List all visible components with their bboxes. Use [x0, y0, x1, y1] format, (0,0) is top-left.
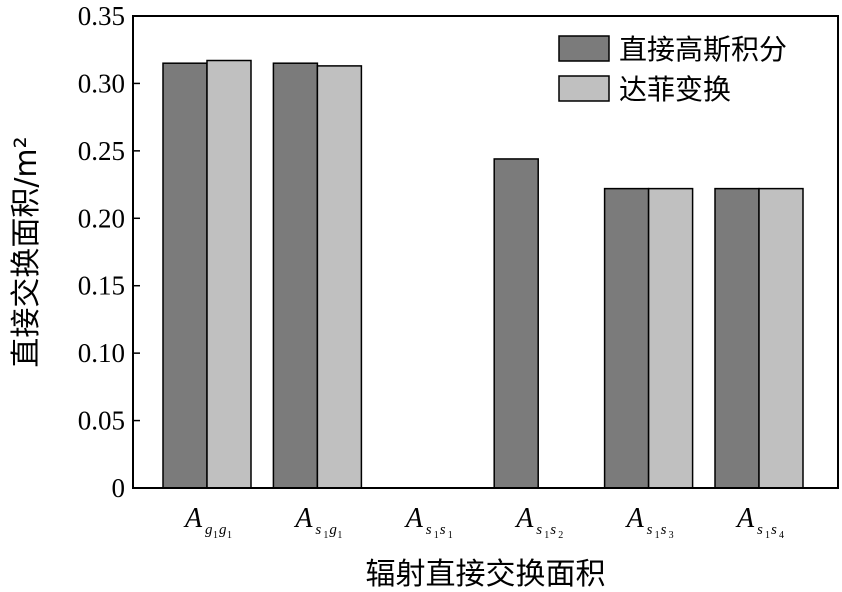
x-axis-title: 辐射直接交换面积: [366, 557, 606, 592]
y-tick-label: 0.20: [78, 203, 125, 233]
y-tick-label: 0.15: [78, 271, 125, 301]
bar-duffy-5: [647, 187, 694, 489]
bar-gauss-1: [162, 62, 208, 489]
y-axis-title: 直接交换面积/m²: [9, 136, 44, 367]
legend-label-1: 直接高斯积分: [619, 33, 787, 66]
x-tick-label-main: A: [735, 503, 755, 534]
x-tick-label-subsub: 1: [323, 530, 328, 541]
x-tick-label-subsub: 1: [434, 530, 439, 541]
x-tick-label-subsub: 1: [765, 530, 770, 541]
bar-duffy-1: [206, 59, 252, 489]
y-tick-label: 0.30: [78, 68, 125, 98]
x-tick-label-main: A: [514, 503, 534, 534]
y-tick-label: 0.10: [78, 338, 125, 368]
x-tick-label-subsub: 1: [544, 530, 549, 541]
x-tick-label-subsub: 1: [448, 530, 453, 541]
x-tick-label-subsub: 3: [669, 530, 674, 541]
x-tick-label-subsub: 1: [655, 530, 660, 541]
x-tick-label-sub: s: [440, 522, 446, 538]
bar-gauss-2: [272, 62, 319, 489]
x-tick-label-sub: s: [661, 522, 667, 538]
x-tick-label-sub: s: [550, 522, 556, 538]
x-tick-label-sub: g: [329, 522, 337, 538]
x-tick-label-subsub: 2: [558, 530, 563, 541]
x-tick-label-sub: g: [219, 522, 227, 538]
x-tick-label-subsub: 1: [337, 530, 342, 541]
bar-gauss-6: [714, 187, 760, 489]
x-tick-label-main: A: [183, 503, 203, 534]
x-tick-label-main: A: [625, 503, 645, 534]
x-tick-label-sub: s: [757, 522, 763, 538]
x-tick-label-subsub: 4: [779, 530, 784, 541]
x-tick-label-main: A: [293, 503, 313, 534]
bar-gauss-5: [603, 187, 650, 489]
legend-swatch-1: [558, 35, 610, 62]
y-tick-label: 0.35: [78, 1, 125, 31]
bar-duffy-2: [316, 65, 363, 489]
x-tick-label-sub: s: [647, 522, 653, 538]
x-tick-label-sub: s: [315, 522, 321, 538]
bar-gauss-4: [493, 158, 539, 489]
x-tick-label-subsub: 1: [227, 530, 232, 541]
legend-swatch-2: [558, 75, 610, 102]
y-tick-label: 0: [112, 473, 126, 503]
y-tick-label: 0.25: [78, 136, 125, 166]
bar-duffy-6: [758, 187, 804, 489]
x-tick-label-subsub: 1: [213, 530, 218, 541]
plot-frame: [132, 15, 839, 489]
x-tick-label-sub: s: [426, 522, 432, 538]
x-tick-label-sub: s: [536, 522, 542, 538]
bars-group: [162, 59, 804, 489]
y-axis: 0 0.05 0.10 0.15 0.20 0.25 0.30 0.35: [78, 1, 140, 503]
legend-label-2: 达菲变换: [619, 73, 731, 106]
x-tick-label-sub: g: [205, 522, 213, 538]
y-tick-label: 0.05: [78, 406, 125, 436]
x-tick-label-main: A: [404, 503, 424, 534]
x-tick-label-sub: s: [771, 522, 777, 538]
